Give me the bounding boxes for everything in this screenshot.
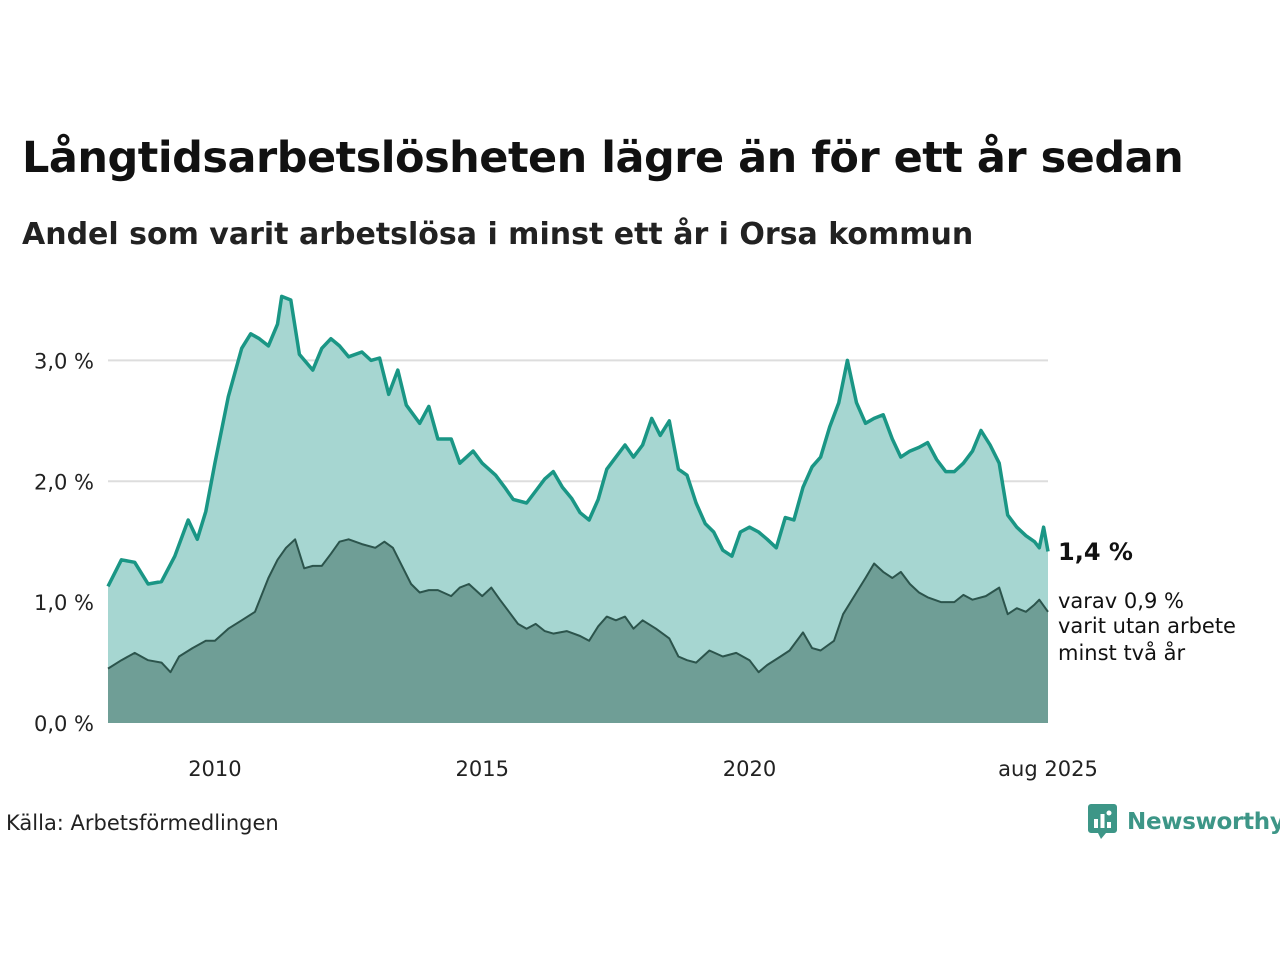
y-tick-label: 2,0 %: [34, 470, 94, 494]
latest-long-label-line2: varit utan arbete: [1058, 614, 1236, 638]
x-tick-label: 2020: [723, 757, 776, 781]
latest-total-label: 1,4 %: [1058, 538, 1133, 566]
chart-title: Långtidsarbetslösheten lägre än för ett …: [22, 133, 1184, 183]
series-total-line: [106, 294, 1050, 588]
x-tick-label: aug 2025: [998, 757, 1098, 781]
x-tick-label: 2015: [455, 757, 508, 781]
newsworthy-logo: Newsworthy: [1088, 804, 1280, 840]
newsworthy-logo-icon: [1088, 804, 1117, 839]
source-note: Källa: Arbetsförmedlingen: [6, 811, 279, 835]
chart-subtitle: Andel som varit arbetslösa i minst ett å…: [22, 217, 974, 252]
y-tick-label: 3,0 %: [34, 349, 94, 373]
y-tick-label: 1,0 %: [34, 591, 94, 615]
x-tick-label: 2010: [188, 757, 241, 781]
y-tick-label: 0,0 %: [34, 712, 94, 736]
y-axis: 0,0 % 1,0 % 2,0 % 3,0 %: [34, 349, 94, 736]
brand-name: Newsworthy: [1127, 809, 1280, 835]
x-axis: 2010 2015 2020 aug 2025: [188, 757, 1098, 781]
series-long-area: [108, 539, 1048, 723]
latest-long-label-line3: minst två år: [1058, 640, 1186, 665]
series-long-line: [107, 538, 1049, 674]
latest-long-label-line1: varav 0,9 %: [1058, 589, 1184, 613]
